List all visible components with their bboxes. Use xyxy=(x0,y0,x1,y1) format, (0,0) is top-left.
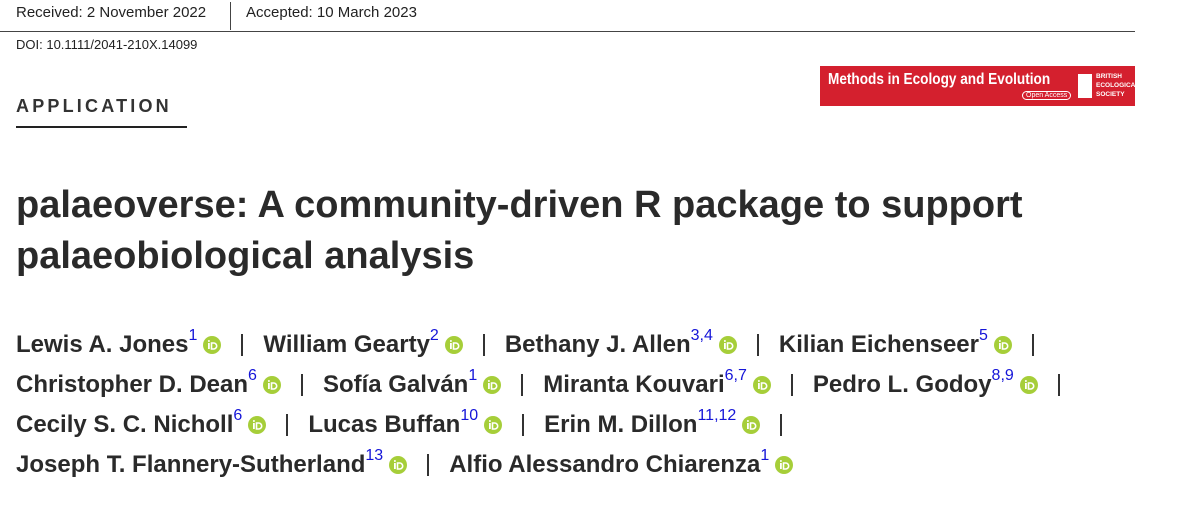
orcid-icon[interactable] xyxy=(444,336,463,354)
orcid-icon[interactable] xyxy=(993,336,1012,354)
affiliation[interactable]: 10 xyxy=(460,407,479,424)
separator xyxy=(756,334,759,356)
title-line: palaeoverse: A community-driven R packag… xyxy=(16,184,1023,226)
affiliation[interactable]: 1 xyxy=(760,447,770,464)
author-line: Joseph T. Flannery-Sutherland 13 Alfio Ale… xyxy=(16,445,1080,485)
author-name: Miranta Kouvari xyxy=(543,371,725,398)
separator xyxy=(780,414,783,436)
divider xyxy=(230,2,231,30)
orcid-icon[interactable] xyxy=(248,416,267,434)
separator xyxy=(241,334,244,356)
society-icon xyxy=(1078,74,1092,98)
author[interactable]: Cecily S. C. Nicholl 6 xyxy=(16,405,267,445)
separator xyxy=(482,334,485,356)
separator xyxy=(1031,334,1034,356)
author[interactable]: Lewis A. Jones 1 xyxy=(16,325,222,365)
author[interactable]: Joseph T. Flannery-Sutherland 13 xyxy=(16,445,408,485)
author-name: Alfio Alessandro Chiarenza xyxy=(449,451,761,478)
orcid-icon[interactable] xyxy=(742,416,761,434)
author[interactable]: Miranta Kouvari 6,7 xyxy=(543,365,771,405)
journal-name: Methods in Ecology and Evolution xyxy=(828,71,1051,88)
society-line: ECOLOGICAL xyxy=(1096,82,1140,89)
author[interactable]: William Gearty 2 xyxy=(263,325,463,365)
author[interactable]: Christopher D. Dean 6 xyxy=(16,365,281,405)
received-date: Received: 2 November 2022 xyxy=(16,4,207,21)
society-line: BRITISH xyxy=(1096,73,1122,80)
affiliation[interactable]: 6 xyxy=(248,367,257,384)
open-access: Open Access xyxy=(1022,91,1072,100)
orcid-icon[interactable] xyxy=(203,336,222,354)
doi[interactable]: DOI: 10.1111/2041-210X.14099 xyxy=(16,37,198,52)
author-name: Joseph T. Flannery-Sutherland xyxy=(16,451,366,478)
author[interactable]: Kilian Eichenseer 5 xyxy=(779,325,1012,365)
author[interactable]: Bethany J. Allen 3,4 xyxy=(505,325,737,365)
separator xyxy=(521,374,524,396)
separator xyxy=(286,414,289,436)
separator xyxy=(300,374,303,396)
author-line: Lewis A. Jones 1 William Gearty 2 Bethany J.… xyxy=(16,325,1080,365)
author-name: Cecily S. C. Nicholl xyxy=(16,411,234,438)
affiliation[interactable]: 11,12 xyxy=(697,407,737,424)
author-name: Christopher D. Dean xyxy=(16,371,249,398)
article-type: APPLICATION xyxy=(16,96,172,116)
separator xyxy=(790,374,793,396)
separator xyxy=(522,414,525,436)
author-list: Lewis A. Jones 1 William Gearty 2 Bethany J.… xyxy=(16,325,1080,485)
orcid-icon[interactable] xyxy=(775,456,794,474)
author-line: Cecily S. C. Nicholl 6 Lucas Buffan 10 Erin … xyxy=(16,405,1080,445)
orcid-icon[interactable] xyxy=(1019,376,1038,394)
underline xyxy=(16,126,187,128)
rule xyxy=(0,31,1135,32)
separator xyxy=(427,454,430,476)
orcid-icon[interactable] xyxy=(718,336,737,354)
affiliation[interactable]: 3,4 xyxy=(690,327,713,344)
affiliation[interactable]: 6 xyxy=(233,407,243,424)
author-name: Lucas Buffan xyxy=(308,411,461,438)
affiliation[interactable]: 13 xyxy=(365,447,384,464)
affiliation[interactable]: 6,7 xyxy=(724,367,747,384)
author[interactable]: Erin M. Dillon 11,12 xyxy=(544,405,761,445)
author-name: Erin M. Dillon xyxy=(544,411,698,438)
affiliation[interactable]: 1 xyxy=(468,367,478,384)
author-name: William Gearty xyxy=(263,331,430,358)
affiliation[interactable]: 1 xyxy=(188,327,198,344)
author[interactable]: Pedro L. Godoy 8,9 xyxy=(813,365,1038,405)
title-line: palaeobiological analysis xyxy=(16,235,475,277)
author-name: Bethany J. Allen xyxy=(504,331,691,358)
affiliation[interactable]: 5 xyxy=(979,327,988,344)
author-line: Christopher D. Dean 6 Sofía Galván 1 Miranta… xyxy=(16,365,1080,405)
author-name: Kilian Eichenseer xyxy=(778,331,979,358)
affiliation[interactable]: 8,9 xyxy=(991,367,1014,384)
author-name: Pedro L. Godoy xyxy=(812,371,992,398)
author[interactable]: Sofía Galván 1 xyxy=(322,365,502,405)
author-name: Sofía Galván xyxy=(322,371,469,398)
affiliation[interactable]: 2 xyxy=(429,327,439,344)
title: palaeoverse: A community-driven R packag… xyxy=(16,180,1023,282)
author[interactable]: Alfio Alessandro Chiarenza 1 xyxy=(449,445,794,485)
society-line: SOCIETY xyxy=(1096,91,1125,98)
author[interactable]: Lucas Buffan 10 xyxy=(308,405,503,445)
journal-logo[interactable]: Methods in Ecology and Evolution Open Ac… xyxy=(820,66,1139,106)
author-name: Lewis A. Jones xyxy=(16,331,189,358)
orcid-icon[interactable] xyxy=(483,376,502,394)
orcid-icon[interactable] xyxy=(752,376,771,394)
orcid-icon[interactable] xyxy=(484,416,503,434)
accepted-date: Accepted: 10 March 2023 xyxy=(246,4,417,21)
separator xyxy=(1057,374,1060,396)
society-name: BRITISH ECOLOGICAL SOCIETY xyxy=(1096,72,1139,99)
orcid-icon[interactable] xyxy=(389,456,408,474)
orcid-icon[interactable] xyxy=(262,376,281,394)
